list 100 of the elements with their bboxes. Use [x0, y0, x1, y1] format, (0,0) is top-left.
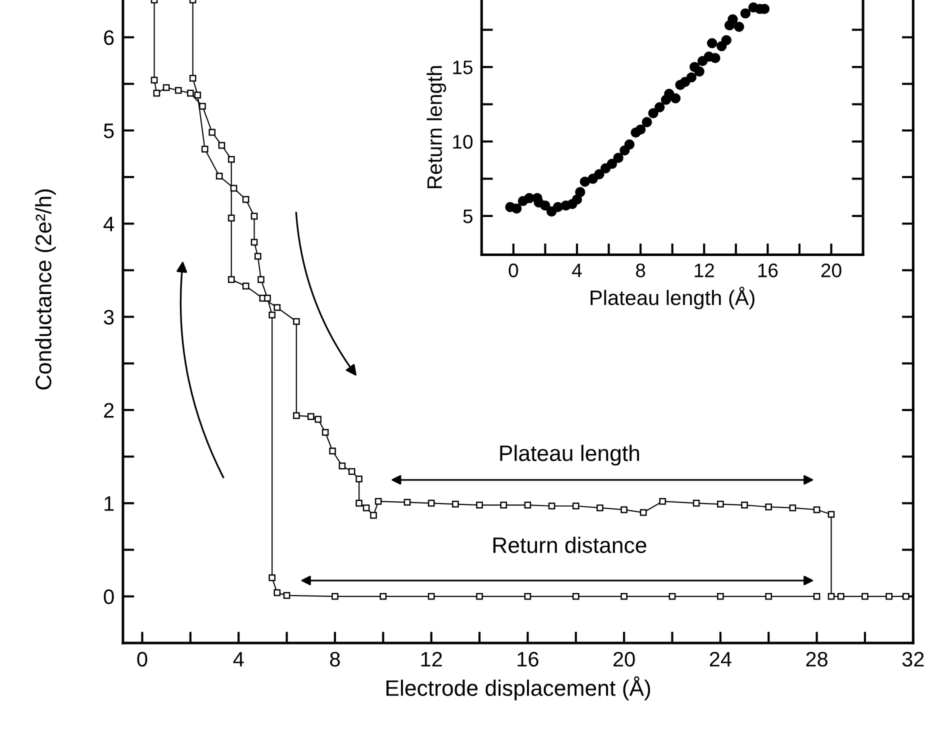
x-tick-label: 12: [694, 264, 714, 278]
point: [741, 502, 748, 508]
point: [268, 312, 276, 318]
point: [153, 90, 160, 97]
point: [348, 468, 356, 475]
point: [208, 128, 216, 136]
point: [162, 84, 170, 91]
point: [789, 504, 796, 512]
point: [692, 500, 700, 507]
point: [268, 574, 276, 582]
point: [254, 252, 262, 260]
point: [540, 200, 550, 211]
point: [740, 8, 751, 18]
point: [322, 428, 329, 436]
point: [524, 592, 532, 600]
x-tick-label: 20: [614, 652, 635, 667]
point: [512, 203, 522, 214]
point: [242, 282, 250, 290]
point: [813, 592, 820, 600]
point: [572, 502, 580, 510]
point: [362, 504, 370, 512]
point: [404, 498, 411, 506]
x-tick-label: 8: [330, 652, 340, 667]
x-tick-label: 12: [421, 652, 442, 666]
point: [548, 502, 556, 510]
point: [258, 276, 264, 283]
x-tick-label: 16: [518, 652, 538, 667]
point: [370, 512, 377, 519]
point: [250, 212, 258, 220]
point: [194, 92, 202, 98]
point: [293, 318, 300, 325]
point: [575, 187, 586, 198]
point: [813, 506, 820, 514]
point: [717, 500, 724, 508]
x-tick-label: 20: [821, 264, 842, 278]
point: [356, 476, 362, 482]
point: [374, 498, 382, 505]
point: [862, 592, 868, 600]
point: [199, 102, 206, 110]
x-tick-label: 0: [137, 652, 148, 667]
point: [572, 194, 582, 205]
point: [380, 592, 387, 600]
x-tick-label: 4: [572, 264, 582, 278]
point: [283, 592, 290, 599]
point: [293, 412, 300, 420]
point: [624, 139, 635, 150]
point: [606, 158, 618, 169]
y-axis-title: Conductance (2e²/h): [35, 189, 56, 390]
x-tick-label: 8: [636, 264, 646, 278]
point: [572, 592, 580, 600]
point: [189, 74, 196, 82]
point: [580, 176, 590, 187]
y-tick-label: 10: [453, 134, 473, 149]
point: [428, 500, 435, 507]
point: [201, 146, 208, 152]
point: [314, 416, 322, 423]
point: [828, 510, 835, 518]
point: [648, 108, 658, 118]
point: [642, 117, 652, 128]
point: [837, 592, 844, 600]
point: [902, 592, 910, 600]
point: [721, 35, 732, 46]
point: [686, 72, 696, 83]
point: [264, 294, 271, 302]
x-axis-title: Electrode displacement (Å): [386, 676, 650, 700]
point: [228, 156, 235, 163]
point: [500, 502, 508, 508]
y-axis-title: Return length: [426, 66, 446, 188]
point: [476, 592, 483, 600]
point: [694, 66, 704, 77]
point: [654, 102, 665, 112]
point: [452, 500, 459, 508]
annotation: Return distance: [493, 536, 646, 554]
point: [216, 172, 223, 180]
point: [640, 509, 647, 516]
point: [242, 196, 250, 203]
point: [620, 506, 628, 514]
point: [228, 214, 235, 222]
point: [670, 93, 681, 104]
point: [329, 448, 336, 454]
point: [307, 413, 314, 420]
x-tick-label: 28: [806, 652, 828, 667]
point: [428, 592, 435, 600]
point: [596, 504, 604, 512]
point: [717, 592, 724, 600]
point: [552, 202, 563, 212]
point: [734, 22, 744, 32]
point: [250, 238, 258, 246]
annotation: Plateau length: [500, 444, 640, 466]
x-axis-title: Plateau length (Å): [590, 286, 754, 310]
point: [659, 498, 666, 505]
y-tick-label: 6: [104, 30, 114, 46]
x-tick-label: 0: [508, 264, 518, 278]
point: [476, 502, 483, 508]
point: [765, 592, 772, 600]
x-tick-label: 16: [758, 264, 778, 278]
point: [710, 53, 720, 64]
point: [356, 500, 362, 507]
point: [613, 152, 624, 163]
point: [218, 142, 226, 149]
